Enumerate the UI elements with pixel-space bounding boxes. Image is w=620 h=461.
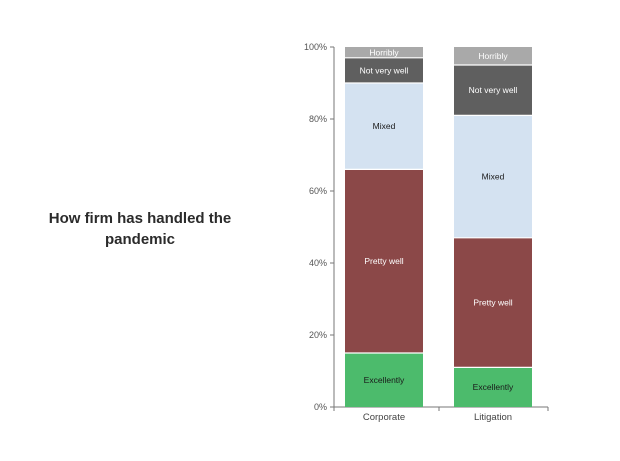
bar-segment-litigation-not-very-well [454,65,532,116]
segment-label: Excellently [364,375,405,385]
bar-segment-corporate-mixed [345,83,423,170]
y-tick-label: 60% [309,186,327,196]
bar-segment-corporate-pretty-well [345,169,423,353]
segment-label: Mixed [482,172,505,182]
segment-label: Not very well [469,85,518,95]
bar-segment-litigation-pretty-well [454,237,532,368]
segment-label: Mixed [373,121,396,131]
segment-label: Not very well [360,65,409,75]
bar-segment-corporate-horribly [345,47,423,58]
segment-label: Pretty well [364,256,403,266]
y-tick-label: 80% [309,114,327,124]
bar-segment-litigation-excellently [454,367,532,407]
segment-label: Horribly [369,47,399,57]
x-category-label: Corporate [363,412,405,423]
segment-label: Horribly [478,51,508,61]
chart-title: How firm has handled the pandemic [48,210,232,248]
segment-label: Pretty well [473,298,512,308]
bar-segment-litigation-mixed [454,115,532,238]
segment-label: Excellently [473,382,514,392]
x-category-label: Litigation [474,412,512,423]
bar-segment-corporate-excellently [345,353,423,407]
y-tick-label: 100% [304,42,327,52]
bar-segment-litigation-horribly [454,47,532,65]
bar-segment-corporate-not-very-well [345,57,423,83]
y-tick-label: 20% [309,330,327,340]
y-tick-label: 0% [314,402,327,412]
y-tick-label: 40% [309,258,327,268]
